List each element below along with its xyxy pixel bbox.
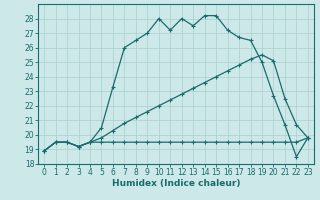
X-axis label: Humidex (Indice chaleur): Humidex (Indice chaleur)	[112, 179, 240, 188]
